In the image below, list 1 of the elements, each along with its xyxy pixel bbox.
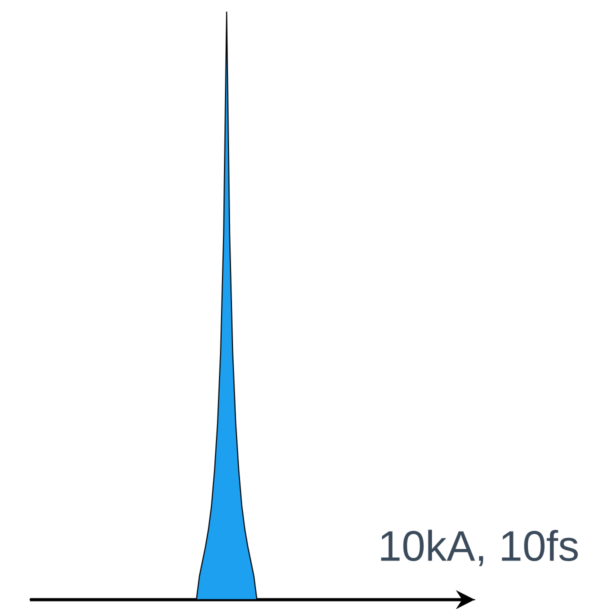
- annotation: 10kA, 10fs: [381, 530, 578, 566]
